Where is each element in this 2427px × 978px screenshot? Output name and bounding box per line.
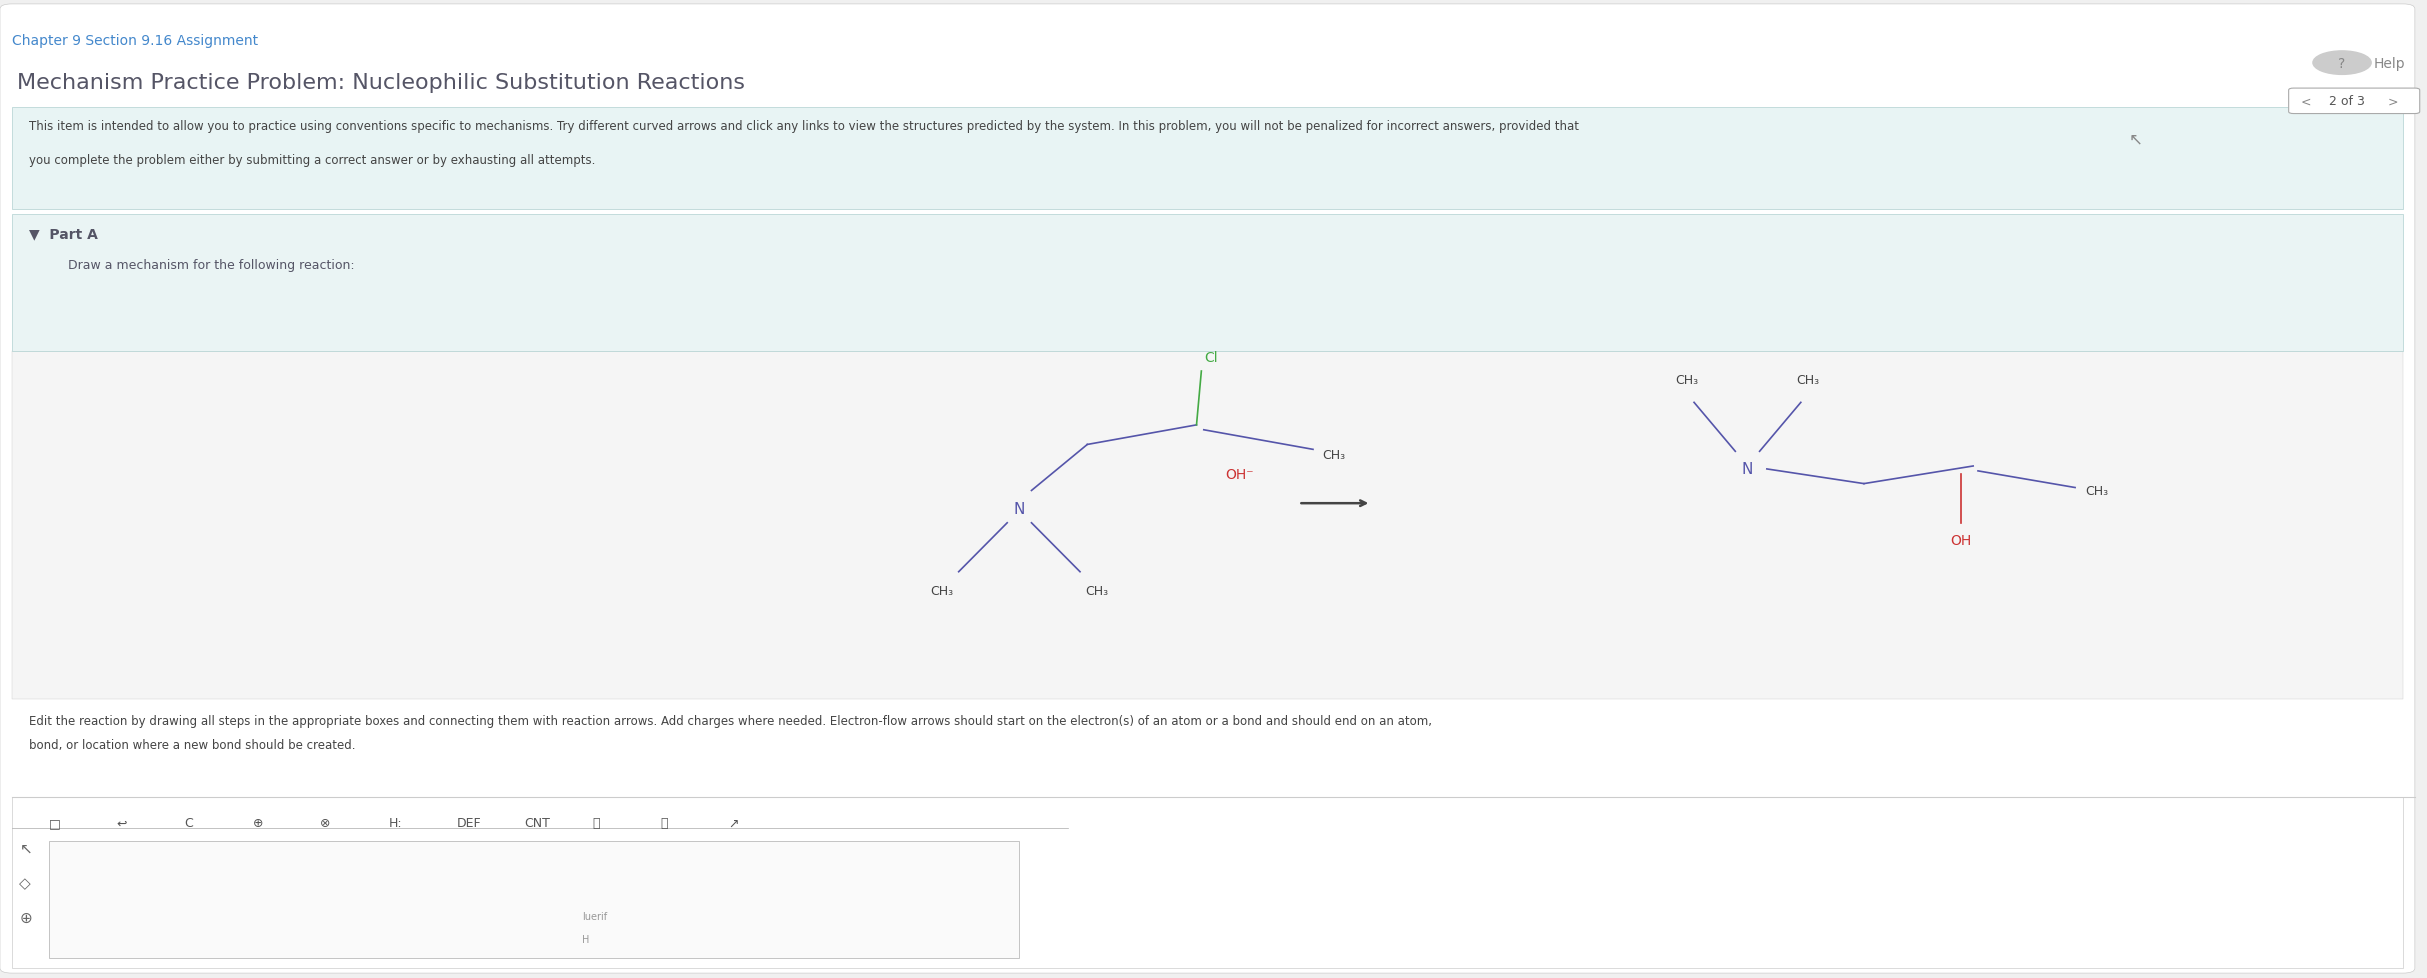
Text: CH₃: CH₃ [1323, 448, 1347, 462]
Text: This item is intended to allow you to practice using conventions specific to mec: This item is intended to allow you to pr… [29, 120, 1580, 133]
Text: ⓘ: ⓘ [592, 817, 599, 829]
Text: ⊕: ⊕ [252, 817, 262, 829]
Text: ↩: ↩ [116, 817, 126, 829]
FancyBboxPatch shape [12, 797, 2403, 968]
Text: you complete the problem either by submitting a correct answer or by exhausting : you complete the problem either by submi… [29, 154, 595, 166]
Text: ▼  Part A: ▼ Part A [29, 227, 97, 241]
Text: bond, or location where a new bond should be created.: bond, or location where a new bond shoul… [29, 738, 357, 751]
Text: OH⁻: OH⁻ [1226, 467, 1255, 481]
Text: ◇: ◇ [19, 875, 32, 890]
Text: Edit the reaction by drawing all steps in the appropriate boxes and connecting t: Edit the reaction by drawing all steps i… [29, 714, 1432, 727]
Text: 2 of 3: 2 of 3 [2330, 95, 2364, 109]
Text: OH: OH [1951, 533, 1971, 547]
Text: H: H [582, 934, 590, 944]
Text: luerif: luerif [582, 911, 607, 921]
Text: DEF: DEF [456, 817, 481, 829]
FancyBboxPatch shape [12, 352, 2403, 699]
FancyBboxPatch shape [12, 215, 2403, 352]
Text: N: N [1743, 462, 1752, 477]
Text: CNT: CNT [524, 817, 551, 829]
Text: C: C [184, 817, 194, 829]
FancyBboxPatch shape [0, 5, 2415, 973]
Text: CH₃: CH₃ [2085, 484, 2109, 498]
FancyBboxPatch shape [49, 841, 1019, 958]
Text: >: > [2388, 95, 2398, 109]
Text: ⊗: ⊗ [320, 817, 330, 829]
FancyBboxPatch shape [12, 108, 2403, 210]
Text: ⊕: ⊕ [19, 910, 32, 924]
Text: N: N [1014, 501, 1024, 516]
Text: CH₃: CH₃ [930, 585, 954, 598]
Circle shape [2313, 52, 2371, 75]
Text: Help: Help [2374, 57, 2405, 70]
Text: CH₃: CH₃ [1085, 585, 1109, 598]
Text: ❓: ❓ [660, 817, 667, 829]
Text: CH₃: CH₃ [1675, 374, 1699, 386]
Text: ↖: ↖ [19, 841, 32, 856]
Text: ↖: ↖ [2128, 130, 2143, 148]
Text: Draw a mechanism for the following reaction:: Draw a mechanism for the following react… [68, 259, 354, 272]
Text: CH₃: CH₃ [1796, 374, 1820, 386]
Text: H:: H: [388, 817, 403, 829]
Text: ↗: ↗ [728, 817, 738, 829]
Text: ?: ? [2340, 57, 2344, 70]
FancyBboxPatch shape [12, 704, 2403, 797]
Text: Chapter 9 Section 9.16 Assignment: Chapter 9 Section 9.16 Assignment [12, 34, 257, 48]
FancyBboxPatch shape [2289, 89, 2420, 114]
Text: Mechanism Practice Problem: Nucleophilic Substitution Reactions: Mechanism Practice Problem: Nucleophilic… [17, 73, 745, 93]
Text: Cl: Cl [1204, 351, 1218, 365]
Text: □: □ [49, 817, 61, 829]
Text: <: < [2301, 95, 2311, 109]
